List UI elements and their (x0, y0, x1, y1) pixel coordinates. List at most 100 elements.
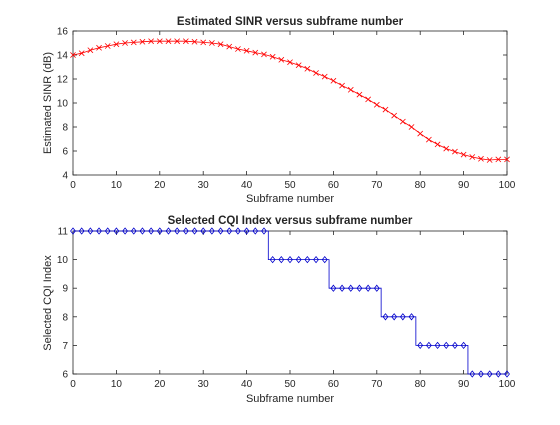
data-point (130, 227, 137, 235)
x-axis-label: Subframe number (246, 393, 334, 405)
data-point (113, 41, 120, 48)
x-tick-label: 20 (154, 379, 166, 390)
x-tick-label: 10 (111, 379, 123, 390)
data-point (130, 39, 137, 46)
marker-stroke (469, 154, 476, 160)
data-point (87, 47, 94, 54)
y-tick-label: 8 (62, 123, 68, 134)
data-point (235, 46, 241, 52)
y-tick-label: 9 (62, 284, 68, 295)
data-point (313, 70, 319, 76)
data-point (226, 43, 233, 50)
x-tick-label: 60 (328, 379, 340, 390)
data-point (504, 370, 510, 378)
data-point (295, 62, 302, 69)
y-axis-label: Selected CQI Index (42, 255, 54, 351)
data-point (165, 227, 172, 235)
data-point (165, 38, 172, 45)
data-point (417, 341, 424, 350)
data-point (269, 255, 276, 264)
marker-stroke (148, 38, 155, 45)
marker-stroke (356, 91, 363, 98)
data-point (174, 227, 181, 235)
data-point (495, 156, 502, 163)
x-tick-label: 80 (415, 379, 427, 390)
marker-stroke (373, 101, 380, 108)
marker-stroke (113, 41, 120, 48)
marker-stroke (78, 50, 85, 57)
data-point (208, 40, 215, 46)
x-tick-label: 30 (198, 379, 210, 390)
marker-stroke (122, 40, 128, 46)
data-point (434, 141, 441, 148)
chart-title: Selected CQI Index versus subframe numbe… (168, 215, 413, 227)
data-point (200, 227, 207, 235)
marker-stroke (495, 156, 502, 163)
marker-stroke (365, 96, 372, 103)
x-tick-label: 100 (499, 379, 516, 390)
x-tick-label: 30 (198, 180, 210, 191)
data-point (113, 227, 120, 235)
data-point (399, 118, 406, 125)
data-point (226, 227, 233, 235)
marker-stroke (478, 155, 484, 162)
x-tick-label: 40 (241, 379, 253, 390)
data-point (356, 91, 363, 98)
data-point (96, 227, 102, 235)
data-point (78, 227, 85, 235)
marker-stroke (200, 39, 207, 46)
marker-stroke (452, 148, 458, 155)
data-point (243, 47, 250, 54)
x-tick-label: 70 (371, 180, 383, 191)
x-axis-label: Subframe number (246, 193, 334, 205)
data-point (486, 370, 493, 378)
y-tick-label: 4 (62, 171, 68, 182)
marker-stroke (486, 157, 493, 163)
y-tick-label: 6 (62, 147, 68, 158)
data-point (408, 124, 415, 130)
x-tick-label: 50 (284, 180, 296, 191)
data-point (191, 38, 198, 45)
marker-stroke (217, 41, 224, 48)
marker-stroke (460, 151, 467, 158)
y-tick-label: 11 (58, 227, 69, 238)
data-point (347, 284, 354, 292)
x-tick-label: 80 (415, 180, 427, 191)
data-point (287, 255, 293, 264)
marker-stroke (504, 156, 510, 163)
data-point (399, 313, 406, 321)
data-point (70, 227, 76, 235)
marker-stroke (417, 130, 424, 137)
plot-area (72, 230, 508, 375)
marker-stroke (226, 43, 233, 50)
x-tick-label: 60 (328, 180, 340, 191)
y-tick-label: 6 (62, 370, 68, 381)
marker-stroke (130, 39, 137, 46)
data-point (295, 255, 302, 264)
data-point (243, 227, 250, 235)
y-tick-label: 10 (57, 255, 69, 266)
marker-stroke (104, 43, 111, 49)
sinr-chart: Estimated SINR versus subframe number Su… (42, 16, 516, 205)
x-tick-label: 90 (458, 180, 470, 191)
data-point (122, 40, 128, 46)
data-point (391, 313, 398, 321)
data-point (382, 313, 389, 321)
y-tick-label: 16 (57, 27, 69, 38)
x-tick-label: 40 (241, 180, 253, 191)
plot-area (72, 30, 508, 176)
marker-stroke (165, 38, 172, 45)
data-point (269, 53, 276, 60)
marker-stroke (269, 53, 276, 60)
marker-stroke (304, 65, 311, 72)
data-point (339, 82, 345, 89)
data-point (87, 227, 94, 235)
data-point (208, 227, 215, 235)
data-point (104, 227, 111, 235)
data-point (365, 284, 372, 292)
marker-stroke (174, 38, 181, 45)
marker-stroke (261, 51, 267, 58)
data-point (452, 148, 458, 155)
data-point (478, 155, 484, 162)
